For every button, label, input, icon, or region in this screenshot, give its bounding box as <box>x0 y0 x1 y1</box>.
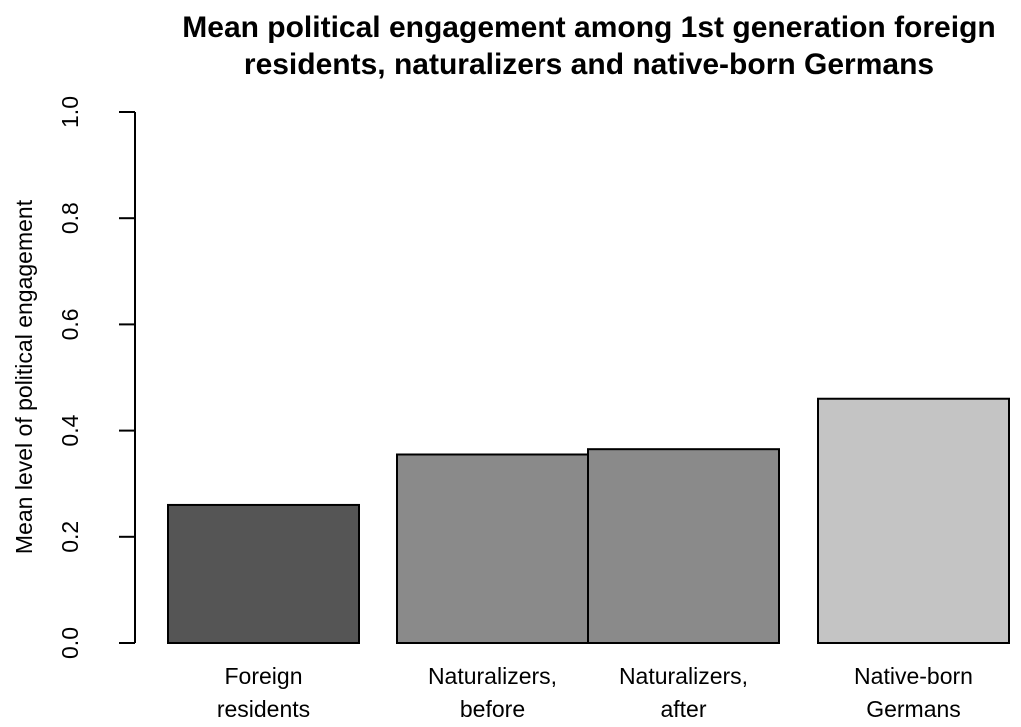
y-axis: 0.0 0.2 0.4 0.6 0.8 1.0 <box>57 96 136 659</box>
y-axis-title: Mean level of political engagement <box>11 199 37 554</box>
x-category-label: Germans <box>866 696 961 722</box>
y-tick-label: 1.0 <box>57 96 83 128</box>
bar <box>587 448 780 644</box>
category-labels: Foreign residents Naturalizers, before Natur… <box>217 663 973 722</box>
y-tick-label: 0.4 <box>57 414 83 446</box>
bar <box>396 453 589 644</box>
x-category-label: Foreign <box>225 663 303 689</box>
y-tick-label: 0.8 <box>57 202 83 234</box>
chart-title-line-1: Mean political engagement among 1st gene… <box>182 11 995 44</box>
x-category-label: Naturalizers, <box>619 663 748 689</box>
x-category-label: before <box>460 696 525 722</box>
y-tick-label: 0.6 <box>57 308 83 340</box>
bar <box>817 397 1010 644</box>
bar <box>167 503 360 644</box>
x-category-label: after <box>660 696 706 722</box>
x-category-label: residents <box>217 696 310 722</box>
x-category-label: Naturalizers, <box>428 663 557 689</box>
y-tick-label: 0.2 <box>57 521 83 553</box>
chart-title-line-2: residents, naturalizers and native-born … <box>244 48 934 81</box>
bars-group <box>167 397 1010 644</box>
x-category-label: Native-born <box>854 663 973 689</box>
y-tick-label: 0.0 <box>57 627 83 659</box>
